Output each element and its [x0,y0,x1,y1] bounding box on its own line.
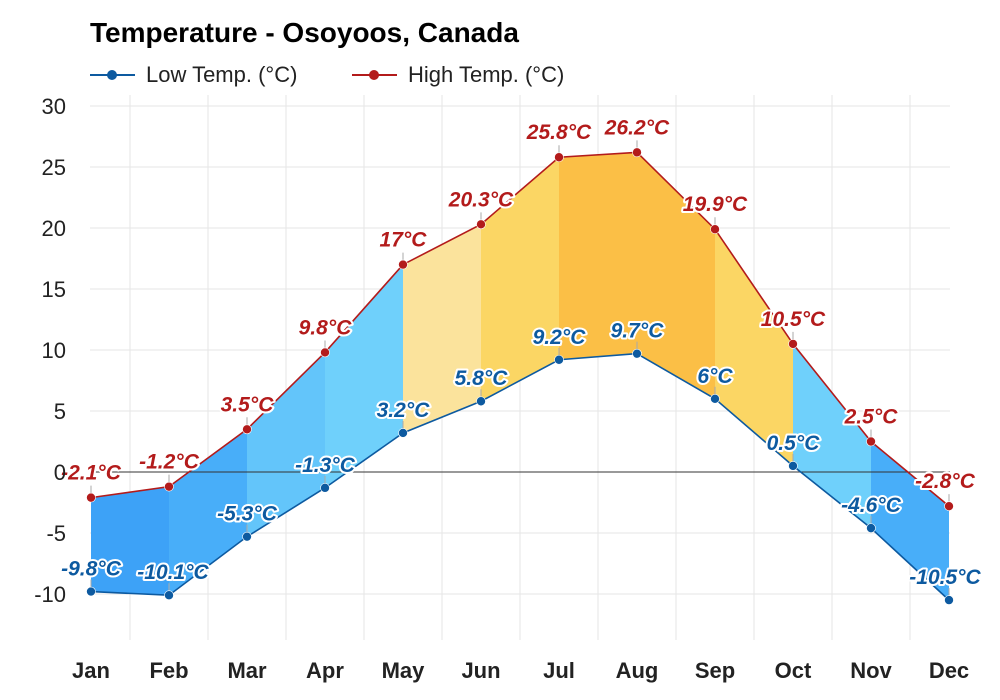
range-band-mar [247,352,325,537]
x-tick-label-sep: Sep [695,658,735,683]
high-label-aug: 26.2°C [604,116,670,139]
y-tick-label: 15 [42,277,66,302]
high-label-dec: -2.8°C [915,470,976,493]
range-band-apr [325,264,403,488]
range-band-aug [637,152,715,399]
low-point-jan[interactable] [86,586,96,597]
y-tick-label: 20 [42,216,66,241]
range-band-sep [715,229,793,466]
low-point-feb[interactable] [164,590,174,601]
legend: Low Temp. (°C) High Temp. (°C) [90,62,564,87]
high-label-sep: 19.9°C [683,193,748,216]
x-tick-label-feb: Feb [149,658,188,683]
high-point-feb[interactable] [164,481,174,492]
high-point-dec[interactable] [944,501,954,511]
high-point-oct[interactable] [788,339,798,349]
low-label-mar: -5.3°C [217,503,278,526]
low-label-jan: -9.8°C [61,558,122,581]
low-point-oct[interactable] [788,461,798,471]
low-point-sep[interactable] [710,393,720,404]
legend-high-label: High Temp. (°C) [408,62,564,87]
legend-high-marker [369,70,379,80]
low-label-may: 3.2°C [377,399,431,422]
y-tick-label: 10 [42,338,66,363]
series-lines [90,151,950,601]
y-tick-label: 0 [54,460,66,485]
high-label-mar: 3.5°C [221,393,275,416]
low-point-jul[interactable] [554,354,564,365]
low-label-dec: -10.5°C [909,566,981,589]
high-label-jul: 25.8°C [526,121,592,144]
legend-low-marker [107,70,117,80]
y-tick-label: -10 [34,582,66,607]
range-band-jan [91,486,169,596]
low-point-mar[interactable] [242,531,252,542]
low-label-apr: -1.3°C [295,454,356,477]
x-tick-label-dec: Dec [929,658,969,683]
x-tick-label-jun: Jun [461,658,500,683]
high-point-sep[interactable] [710,224,720,235]
high-series-line [90,151,950,507]
legend-item-high[interactable]: High Temp. (°C) [352,62,564,87]
range-band-feb [169,429,247,596]
y-tick-label: 30 [42,94,66,119]
high-point-jul[interactable] [554,152,564,163]
high-label-apr: 9.8°C [299,316,353,339]
data-points [86,140,954,605]
high-label-may: 17°C [380,229,428,252]
low-label-nov: -4.6°C [841,494,902,517]
low-point-apr[interactable] [320,483,330,493]
x-tick-label-may: May [382,658,426,683]
y-axis-ticks: 30 25 20 15 10 5 0 -5 -10 [34,94,66,607]
high-point-mar[interactable] [242,424,252,435]
x-tick-label-mar: Mar [227,658,267,683]
high-point-aug[interactable] [632,147,642,158]
x-tick-label-jul: Jul [543,658,575,683]
data-labels: -9.8°C -10.1°C -5.3°C -1.3°C 3.2°C 5.8°C 9.2°C… [59,114,983,591]
high-label-nov: 2.5°C [844,406,899,429]
x-tick-label-nov: Nov [850,658,892,683]
x-axis-ticks: Jan Feb Mar Apr May Jun Jul Aug Sep Oct Nov Dec [72,658,969,683]
low-label-oct: 0.5°C [767,432,821,455]
high-label-jun: 20.3°C [448,188,514,211]
low-label-jul: 9.2°C [533,326,587,349]
high-point-jan[interactable] [86,492,96,503]
high-point-jun[interactable] [476,219,486,230]
range-band-may [403,224,481,433]
low-point-aug[interactable] [632,348,642,359]
range-bands [91,152,949,601]
range-band-jul [559,152,637,360]
range-band-jun [481,157,559,402]
high-label-jan: -2.1°C [61,462,122,485]
low-point-may[interactable] [398,428,408,438]
high-label-oct: 10.5°C [761,308,826,331]
low-label-jun: 5.8°C [455,367,509,390]
x-tick-label-oct: Oct [775,658,812,683]
chart-title: Temperature - Osoyoos, Canada [90,17,519,48]
x-tick-label-apr: Apr [306,658,344,683]
low-point-jun[interactable] [476,396,486,407]
low-point-dec[interactable] [944,595,954,605]
low-label-aug: 9.7°C [611,320,665,343]
x-tick-label-aug: Aug [616,658,659,683]
high-point-may[interactable] [398,259,408,270]
y-tick-label: 25 [42,155,66,180]
range-band-oct [793,343,871,529]
range-band-nov [871,441,949,601]
legend-low-label: Low Temp. (°C) [146,62,297,87]
y-tick-label: -5 [46,521,66,546]
low-series-line [90,352,950,601]
x-tick-label-jan: Jan [72,658,110,683]
legend-item-low[interactable]: Low Temp. (°C) [90,62,297,87]
high-label-feb: -1.2°C [139,451,200,474]
low-point-nov[interactable] [866,523,876,533]
high-point-apr[interactable] [320,347,330,358]
y-tick-label: 5 [54,399,66,424]
high-point-nov[interactable] [866,436,876,447]
low-label-sep: 6°C [697,365,733,388]
low-label-feb: -10.1°C [137,561,209,584]
